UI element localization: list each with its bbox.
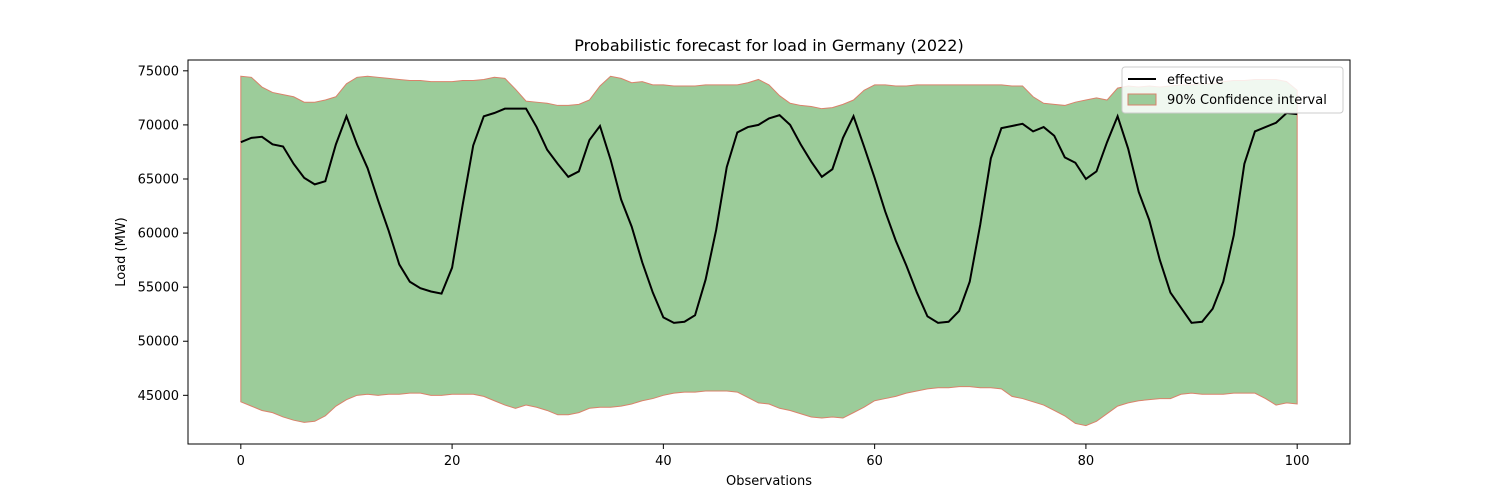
y-tick-label: 50000 bbox=[138, 335, 179, 350]
y-axis-label: Load (MW) bbox=[114, 217, 129, 287]
x-tick-label: 100 bbox=[1285, 454, 1310, 469]
plot-area bbox=[240, 75, 1298, 427]
x-tick-label: 80 bbox=[1078, 454, 1095, 469]
x-axis-label: Observations bbox=[726, 474, 812, 489]
x-tick-label: 60 bbox=[866, 454, 883, 469]
x-tick-label: 20 bbox=[444, 454, 461, 469]
x-tick-label: 40 bbox=[655, 454, 672, 469]
legend-entry-effective: effective bbox=[1167, 73, 1224, 88]
y-tick-label: 65000 bbox=[138, 172, 179, 187]
y-tick-label: 45000 bbox=[138, 389, 179, 404]
confidence-band bbox=[240, 75, 1298, 427]
y-tick-label: 75000 bbox=[138, 64, 179, 79]
y-axis: 45000 50000 55000 60000 65000 70000 75000 bbox=[138, 64, 188, 404]
chart-title: Probabilistic forecast for load in Germa… bbox=[574, 36, 963, 55]
legend: effective 90% Confidence interval bbox=[1121, 66, 1344, 114]
legend-band-swatch bbox=[1127, 93, 1157, 106]
legend-box bbox=[1121, 66, 1344, 114]
y-tick-label: 60000 bbox=[138, 227, 179, 242]
y-tick-label: 70000 bbox=[138, 118, 179, 133]
y-tick-label: 55000 bbox=[138, 281, 179, 296]
effective-line bbox=[240, 107, 1298, 324]
x-axis: 0 20 40 60 80 100 bbox=[237, 444, 1310, 469]
x-tick-label: 0 bbox=[237, 454, 245, 469]
legend-entry-confidence-interval: 90% Confidence interval bbox=[1167, 93, 1327, 108]
axes-frame bbox=[187, 59, 1351, 445]
